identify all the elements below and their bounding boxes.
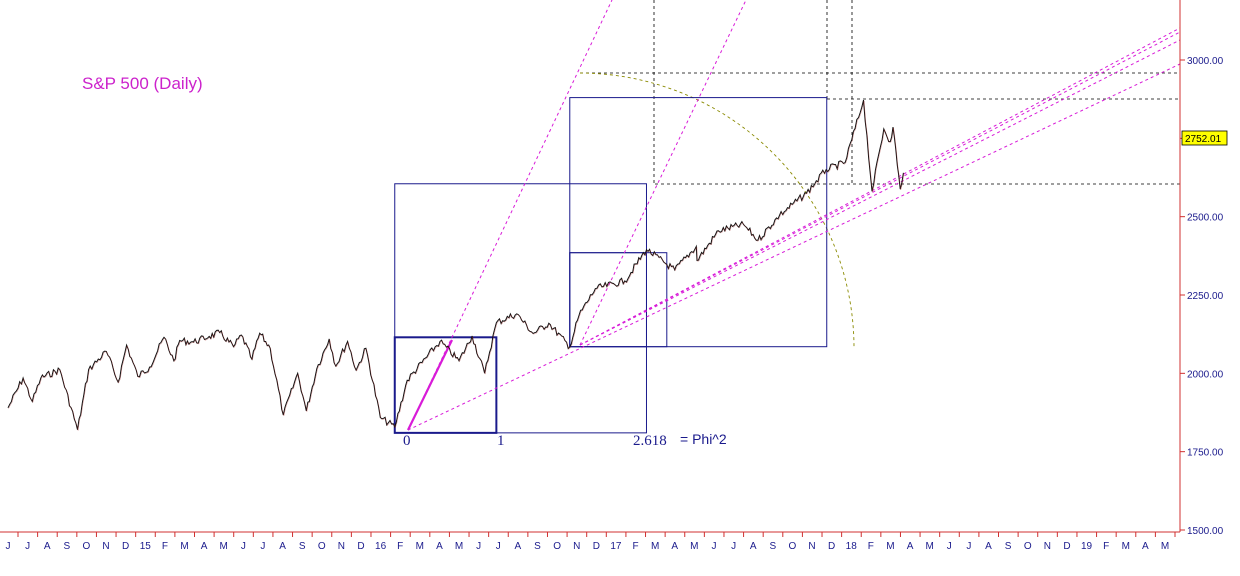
x-tick-label: 19	[1081, 541, 1093, 552]
x-tick-label: N	[1044, 541, 1051, 552]
x-tick-label: A	[907, 541, 914, 552]
x-tick-label: F	[397, 541, 403, 552]
fib-box	[394, 183, 647, 434]
x-tick-label: J	[731, 541, 736, 552]
fib-label-phi-squared: 2.618	[633, 433, 667, 449]
y-tick-label: 3000.00	[1187, 56, 1224, 67]
annotation-layer	[393, 0, 1181, 434]
x-tick-label: O	[83, 541, 91, 552]
price-series	[7, 99, 905, 431]
x-tick-label: J	[947, 541, 952, 552]
x-tick-label: O	[789, 541, 797, 552]
x-tick-label: A	[985, 541, 992, 552]
x-tick-label: S	[299, 541, 306, 552]
last-value-box	[1181, 130, 1228, 146]
x-tick-label: S	[1005, 541, 1012, 552]
x-tick-label: M	[180, 541, 188, 552]
fib-arc	[579, 72, 855, 348]
x-axis: J J A S O N D 15 F M A M J J A S O N D 16 F M A M J J A S O N D 17 F M A M J…	[0, 531, 1180, 552]
x-tick-label: A	[515, 541, 522, 552]
x-tick-label: J	[711, 541, 716, 552]
fib-box	[569, 97, 828, 348]
x-tick-label: O	[318, 541, 326, 552]
x-tick-label: 17	[610, 541, 622, 552]
x-tick-label: M	[416, 541, 424, 552]
fan-line	[407, 63, 1181, 431]
x-tick-label: J	[6, 541, 11, 552]
fan-line	[579, 0, 747, 346]
last-value-label: 2752.01	[1185, 134, 1222, 145]
x-tick-label: M	[690, 541, 698, 552]
x-tick-label: A	[44, 541, 51, 552]
fib-box	[569, 252, 647, 348]
y-tick-label: 1500.00	[1187, 526, 1224, 537]
price-line-shadow	[8, 100, 905, 431]
x-tick-label: M	[926, 541, 934, 552]
x-tick-label: M	[455, 541, 463, 552]
x-tick-label: 16	[375, 541, 387, 552]
x-tick-label: N	[808, 541, 815, 552]
x-tick-label: D	[828, 541, 835, 552]
price-line	[7, 99, 904, 430]
x-tick-label: M	[1122, 541, 1130, 552]
fan-line	[579, 27, 1181, 346]
x-tick-label: A	[279, 541, 286, 552]
x-tick-label: S	[534, 541, 541, 552]
x-tick-label: F	[868, 541, 874, 552]
x-tick-label: M	[886, 541, 894, 552]
y-tick-label: 1750.00	[1187, 448, 1224, 459]
x-tick-label: J	[25, 541, 30, 552]
x-tick-label: F	[1103, 541, 1109, 552]
x-tick-label: J	[496, 541, 501, 552]
x-tick-label: D	[122, 541, 129, 552]
last-value-marker: 2752.01	[1181, 130, 1228, 146]
x-tick-label: D	[593, 541, 600, 552]
x-tick-label: F	[162, 541, 168, 552]
y-tick-label: 2500.00	[1187, 213, 1224, 224]
x-tick-label: 15	[140, 541, 152, 552]
x-tick-label: M	[1161, 541, 1169, 552]
chart-title: S&P 500 (Daily)	[82, 74, 203, 93]
x-tick-label: O	[1024, 541, 1032, 552]
x-tick-label: 18	[846, 541, 858, 552]
fan-line	[579, 31, 1181, 346]
x-tick-label: A	[671, 541, 678, 552]
x-tick-label: J	[260, 541, 265, 552]
x-tick-label: F	[632, 541, 638, 552]
x-tick-label: S	[63, 541, 70, 552]
x-tick-label: A	[436, 541, 443, 552]
x-tick-label: N	[102, 541, 109, 552]
x-tick-label: A	[750, 541, 757, 552]
fib-label-zero: 0	[403, 433, 411, 449]
x-tick-label: A	[201, 541, 208, 552]
fib-diagonal	[407, 339, 453, 431]
x-tick-label: O	[553, 541, 561, 552]
x-tick-label: N	[573, 541, 580, 552]
fib-box	[569, 252, 668, 348]
fib-label-phi-squared-text: = Phi^2	[680, 431, 727, 447]
y-axis: 1500.001750.002000.002250.002500.002750.…	[1179, 0, 1224, 537]
x-tick-label: A	[1142, 541, 1149, 552]
x-tick-label: M	[220, 541, 228, 552]
x-tick-label: D	[1063, 541, 1070, 552]
fib-label-one: 1	[497, 433, 505, 449]
x-tick-label: D	[357, 541, 364, 552]
x-tick-label: N	[338, 541, 345, 552]
x-tick-label: J	[241, 541, 246, 552]
fib-labels: 0 1 2.618 = Phi^2	[403, 431, 727, 449]
x-tick-label: J	[966, 541, 971, 552]
y-tick-label: 2000.00	[1187, 369, 1224, 380]
x-tick-label: S	[769, 541, 776, 552]
x-tick-label: J	[476, 541, 481, 552]
y-tick-label: 2250.00	[1187, 291, 1224, 302]
x-tick-label: M	[651, 541, 659, 552]
fan-line	[579, 39, 1181, 346]
